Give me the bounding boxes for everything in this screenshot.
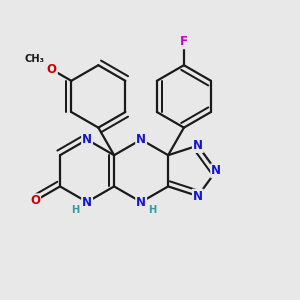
Text: H: H xyxy=(148,205,157,215)
Text: N: N xyxy=(193,139,203,152)
Text: N: N xyxy=(136,196,146,208)
Text: CH₃: CH₃ xyxy=(24,54,44,64)
Text: N: N xyxy=(136,133,146,146)
Text: N: N xyxy=(211,164,221,177)
Text: O: O xyxy=(30,194,40,207)
Text: N: N xyxy=(193,190,203,202)
Text: N: N xyxy=(82,133,92,146)
Text: H: H xyxy=(71,205,80,215)
Text: F: F xyxy=(180,35,188,48)
Text: N: N xyxy=(82,196,92,208)
Text: O: O xyxy=(47,63,57,76)
